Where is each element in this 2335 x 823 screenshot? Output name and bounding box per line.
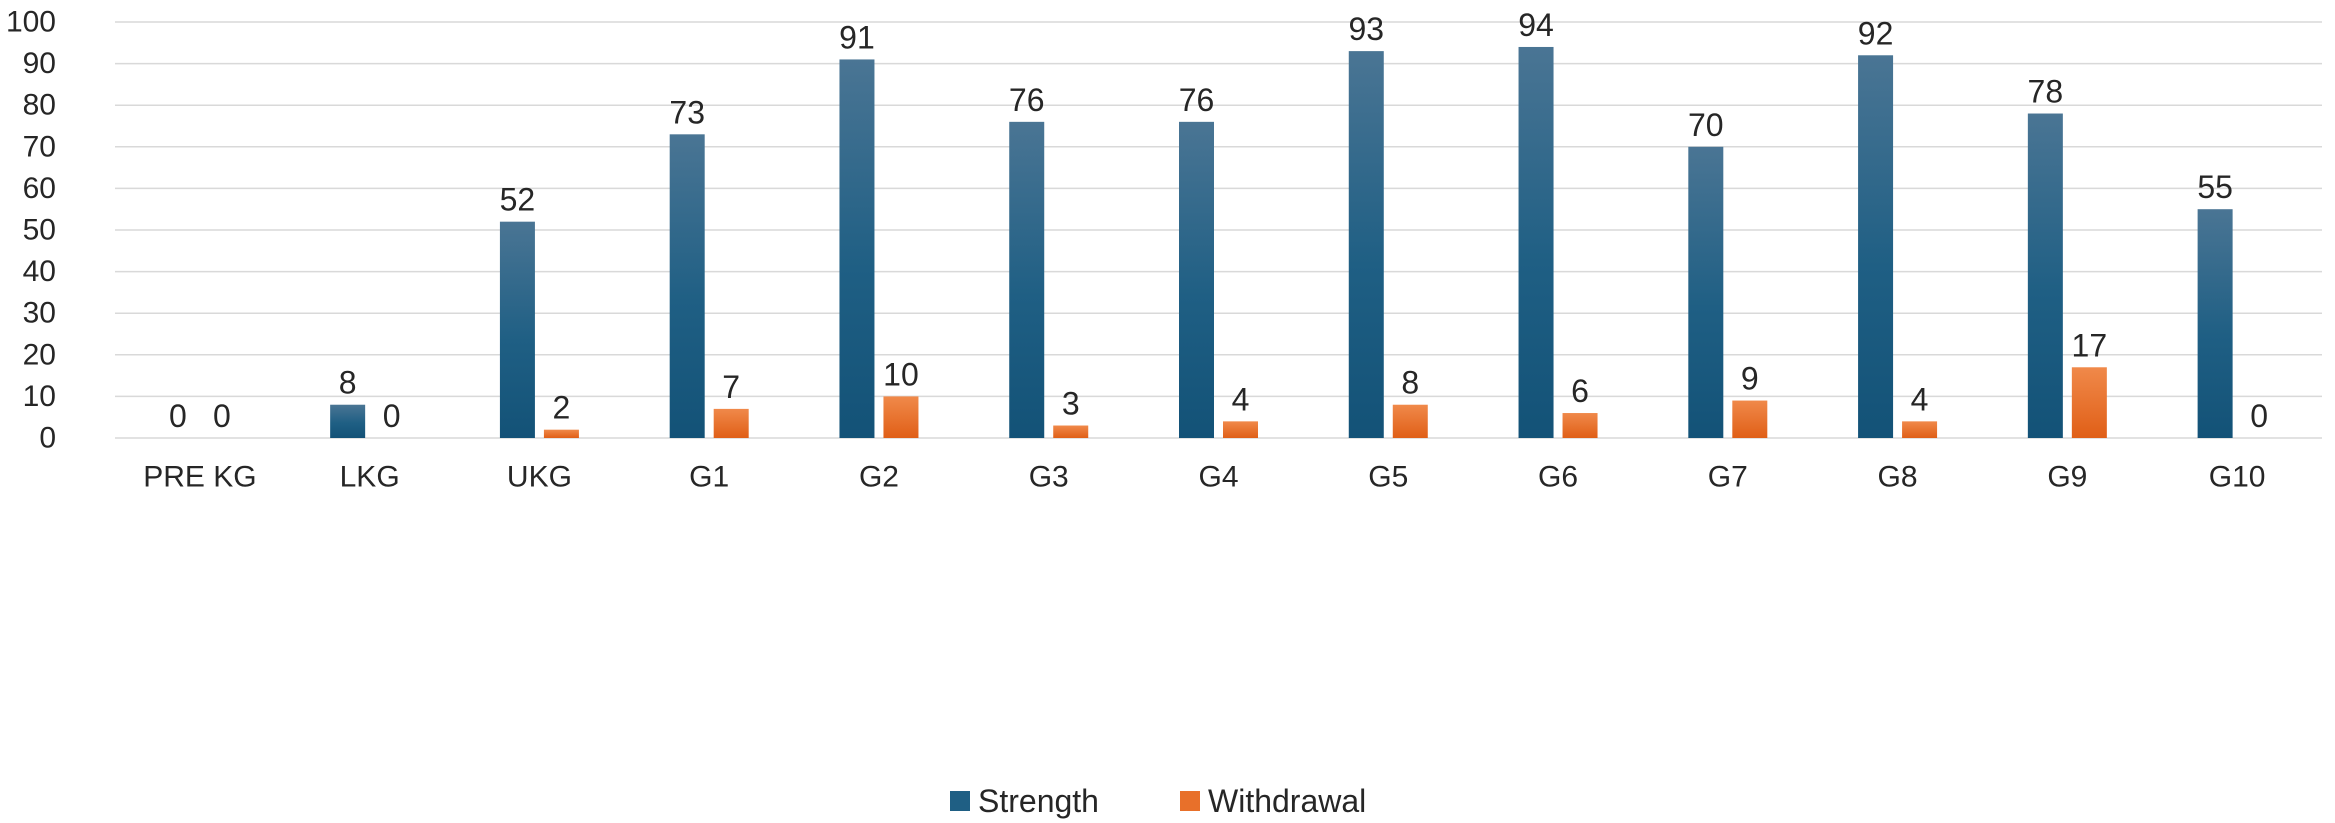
y-tick-label: 100	[6, 6, 56, 39]
bar-withdrawal-g4	[1223, 421, 1258, 438]
x-category-label: PRE KG	[143, 461, 256, 494]
y-axis-tick-labels: 0 10 20 30 40 50 60 70 80 90 100	[6, 6, 56, 455]
x-category-label: G6	[1538, 461, 1578, 494]
data-label-strength-g4: 76	[1179, 82, 1215, 118]
x-category-label: UKG	[507, 461, 572, 494]
data-label-withdrawal-g4: 4	[1232, 381, 1250, 417]
data-label-strength-pre-kg: 0	[169, 398, 187, 434]
x-category-label: G4	[1198, 461, 1238, 494]
bar-withdrawal-g5	[1392, 404, 1428, 438]
data-label-withdrawal-g3: 3	[1062, 386, 1080, 422]
data-label-withdrawal-g1: 7	[722, 369, 740, 405]
data-label-withdrawal-ukg: 2	[553, 390, 571, 426]
x-category-label: G1	[689, 461, 729, 494]
bar-strength-g7	[1688, 146, 1724, 439]
y-tick-label: 60	[23, 172, 56, 205]
bar-strength-ukg	[499, 221, 535, 438]
legend-swatch-strength	[950, 791, 970, 811]
y-tick-label: 50	[23, 214, 56, 247]
bar-strength-g8	[1858, 55, 1894, 438]
y-tick-label: 40	[23, 255, 56, 288]
data-label-strength-g8: 92	[1858, 15, 1894, 51]
gridlines	[115, 21, 2322, 439]
y-tick-label: 70	[23, 130, 56, 163]
y-tick-label: 20	[23, 338, 56, 371]
bar-strength-lkg	[330, 404, 366, 438]
bar-strength-g2	[839, 59, 875, 438]
bar-strength-g3	[1009, 121, 1045, 438]
x-category-label: G9	[2047, 461, 2087, 494]
legend: Strength Withdrawal	[950, 783, 1366, 819]
bar-withdrawal-g1	[713, 408, 749, 438]
y-tick-label: 0	[39, 422, 56, 455]
bar-withdrawal-g9	[2071, 367, 2107, 438]
legend-swatch-withdrawal	[1180, 791, 1200, 811]
y-tick-label: 80	[23, 89, 56, 122]
data-label-strength-g3: 76	[1009, 82, 1045, 118]
bar-strength-g10	[2197, 209, 2233, 438]
data-label-strength-g5: 93	[1348, 11, 1384, 47]
data-label-withdrawal-g10: 0	[2250, 398, 2268, 434]
data-label-strength-lkg: 8	[339, 365, 357, 401]
data-label-strength-ukg: 52	[500, 182, 536, 218]
y-tick-label: 30	[23, 297, 56, 330]
x-category-label: G3	[1029, 461, 1069, 494]
data-label-strength-g1: 73	[669, 94, 705, 130]
bar-withdrawal-g2	[883, 396, 919, 438]
data-label-withdrawal-g8: 4	[1911, 381, 1929, 417]
data-label-withdrawal-g7: 9	[1741, 361, 1759, 397]
legend-label-withdrawal: Withdrawal	[1208, 783, 1366, 819]
x-category-label: G5	[1368, 461, 1408, 494]
data-label-withdrawal-g2: 10	[883, 356, 919, 392]
x-category-label: G10	[2209, 461, 2266, 494]
data-label-withdrawal-g6: 6	[1571, 373, 1589, 409]
data-label-withdrawal-pre-kg: 0	[213, 398, 231, 434]
data-label-withdrawal-g5: 8	[1401, 365, 1419, 401]
x-category-label: G2	[859, 461, 899, 494]
x-category-label: G8	[1878, 461, 1918, 494]
data-label-withdrawal-lkg: 0	[383, 398, 401, 434]
data-label-strength-g2: 91	[839, 19, 875, 55]
data-label-strength-g10: 55	[2197, 169, 2233, 205]
bar-strength-g1	[669, 134, 705, 438]
data-label-strength-g6: 94	[1518, 7, 1554, 43]
y-tick-label: 90	[23, 47, 56, 80]
bars	[330, 46, 2233, 439]
x-axis-category-labels: PRE KG LKG UKG G1 G2 G3 G4 G5 G6 G7 G8 G9 G10	[143, 461, 2265, 494]
y-tick-label: 10	[23, 380, 56, 413]
bar-strength-g5	[1348, 51, 1384, 439]
bar-strength-g4	[1179, 121, 1214, 438]
bar-withdrawal-g3	[1053, 425, 1089, 438]
x-category-label: LKG	[340, 461, 400, 494]
bar-strength-g9	[2027, 113, 2063, 439]
data-label-strength-g9: 78	[2028, 74, 2064, 110]
bar-strength-g6	[1518, 46, 1554, 439]
bar-withdrawal-g6	[1562, 413, 1598, 438]
bar-withdrawal-ukg	[543, 429, 579, 438]
data-label-withdrawal-g9: 17	[2072, 327, 2108, 363]
data-label-strength-g7: 70	[1688, 107, 1724, 143]
bar-withdrawal-g7	[1732, 400, 1768, 438]
x-category-label: G7	[1708, 461, 1748, 494]
bar-withdrawal-g8	[1902, 421, 1938, 438]
legend-label-strength: Strength	[978, 783, 1099, 819]
